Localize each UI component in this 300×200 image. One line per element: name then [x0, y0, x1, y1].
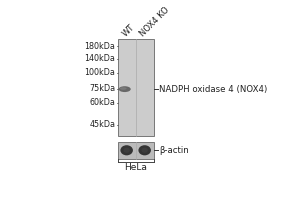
Text: 100kDa: 100kDa — [85, 68, 116, 77]
Text: 60kDa: 60kDa — [89, 98, 116, 107]
Ellipse shape — [120, 145, 133, 155]
Text: HeLa: HeLa — [124, 163, 147, 172]
Text: 140kDa: 140kDa — [85, 54, 116, 63]
Ellipse shape — [142, 148, 148, 153]
Ellipse shape — [124, 148, 130, 153]
Text: NADPH oxidase 4 (NOX4): NADPH oxidase 4 (NOX4) — [159, 85, 267, 94]
Text: NOX4 KO: NOX4 KO — [138, 6, 171, 39]
Text: 75kDa: 75kDa — [89, 84, 116, 93]
Text: β-actin: β-actin — [159, 146, 189, 155]
Ellipse shape — [118, 86, 131, 92]
Ellipse shape — [138, 145, 151, 155]
Bar — [118, 142, 154, 159]
Text: 45kDa: 45kDa — [89, 120, 116, 129]
Bar — [118, 39, 154, 136]
Text: 180kDa: 180kDa — [85, 42, 116, 51]
Text: WT: WT — [120, 23, 136, 39]
Ellipse shape — [120, 87, 127, 90]
